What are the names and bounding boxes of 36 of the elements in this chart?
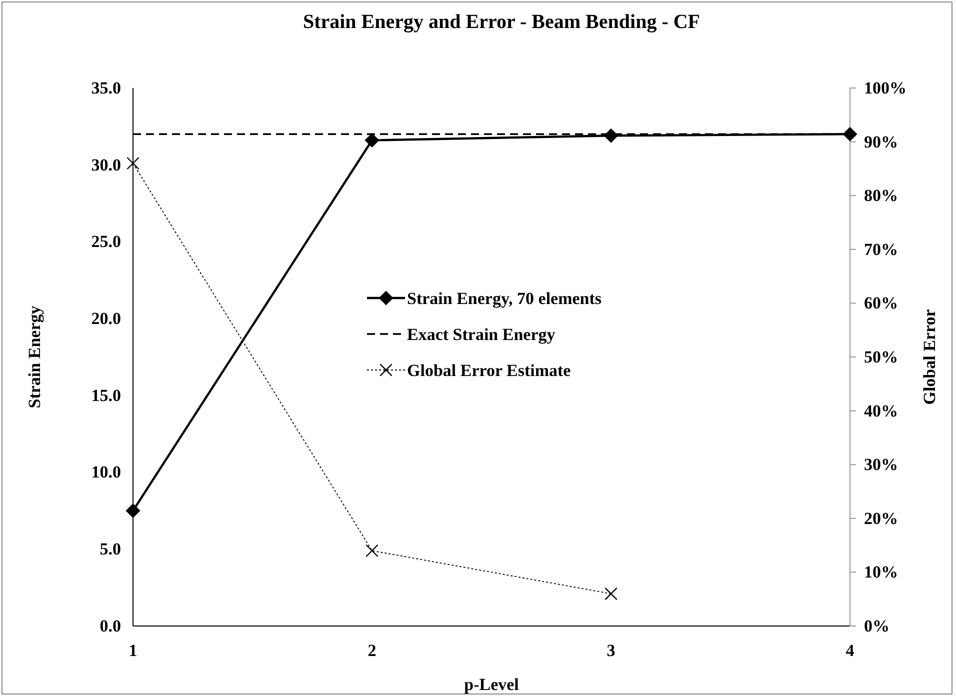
y-tick-label: 10.0	[91, 462, 121, 482]
y2-tick-label: 60%	[864, 294, 898, 313]
y-tick-label: 20.0	[91, 309, 121, 328]
y-tick-label: 35.0	[91, 78, 121, 98]
x-tick-label: 2	[368, 641, 376, 660]
x-tick-label: 1	[128, 641, 138, 660]
y2-tick-label: 90%	[864, 132, 898, 152]
y2-tick-label: 40%	[864, 401, 898, 420]
legend-label: Exact Strain Energy	[407, 325, 556, 344]
y2-tick-label: 100%	[864, 78, 906, 98]
y-tick-label: 5.0	[100, 540, 121, 559]
y-axis-title: Strain Energy	[25, 305, 44, 408]
point	[366, 544, 378, 558]
y-tick-label: 30.0	[91, 155, 121, 174]
y-tick-label: 0.0	[100, 616, 121, 636]
point	[364, 133, 380, 148]
y2-tick-label: 30%	[864, 455, 898, 474]
y-tick-label: 25.0	[91, 232, 121, 252]
y2-tick-label: 70%	[864, 240, 898, 259]
y-tick-label: 15.0	[91, 386, 121, 405]
chart-title: Strain Energy and Error - Beam Bending - CF	[302, 11, 700, 33]
point	[842, 127, 858, 142]
y2-tick-label: 0%	[864, 616, 890, 636]
legend-label: Global Error Estimate	[407, 361, 572, 380]
x-axis-title: p-Level	[464, 675, 520, 694]
x-tick-label: 3	[606, 641, 616, 660]
point	[604, 587, 618, 600]
point	[126, 504, 140, 518]
point	[126, 156, 140, 170]
y2-tick-label: 20%	[864, 508, 898, 528]
y2-tick-label: 10%	[864, 562, 898, 582]
legend-label: Strain Energy, 70 elements	[407, 289, 602, 308]
y2-tick-label: 50%	[864, 347, 898, 366]
y2-tick-label: 80%	[864, 186, 898, 206]
y2-axis-title: Global Error	[920, 308, 939, 405]
x-tick-label: 4	[846, 641, 855, 660]
